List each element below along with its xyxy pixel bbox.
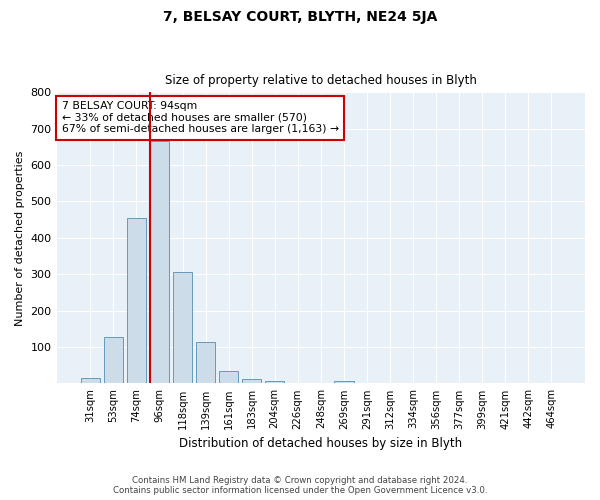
Text: 7 BELSAY COURT: 94sqm
← 33% of detached houses are smaller (570)
67% of semi-det: 7 BELSAY COURT: 94sqm ← 33% of detached … <box>62 101 339 134</box>
Bar <box>127 218 146 384</box>
Bar <box>334 380 353 384</box>
Bar <box>80 378 100 384</box>
Text: Contains HM Land Registry data © Crown copyright and database right 2024.
Contai: Contains HM Land Registry data © Crown c… <box>113 476 487 495</box>
Y-axis label: Number of detached properties: Number of detached properties <box>15 150 25 326</box>
X-axis label: Distribution of detached houses by size in Blyth: Distribution of detached houses by size … <box>179 437 463 450</box>
Text: 7, BELSAY COURT, BLYTH, NE24 5JA: 7, BELSAY COURT, BLYTH, NE24 5JA <box>163 10 437 24</box>
Bar <box>104 337 123 384</box>
Bar <box>219 370 238 384</box>
Title: Size of property relative to detached houses in Blyth: Size of property relative to detached ho… <box>165 74 477 87</box>
Bar <box>265 380 284 384</box>
Bar <box>242 379 262 384</box>
Bar <box>149 142 169 384</box>
Bar <box>173 272 193 384</box>
Bar <box>196 342 215 384</box>
